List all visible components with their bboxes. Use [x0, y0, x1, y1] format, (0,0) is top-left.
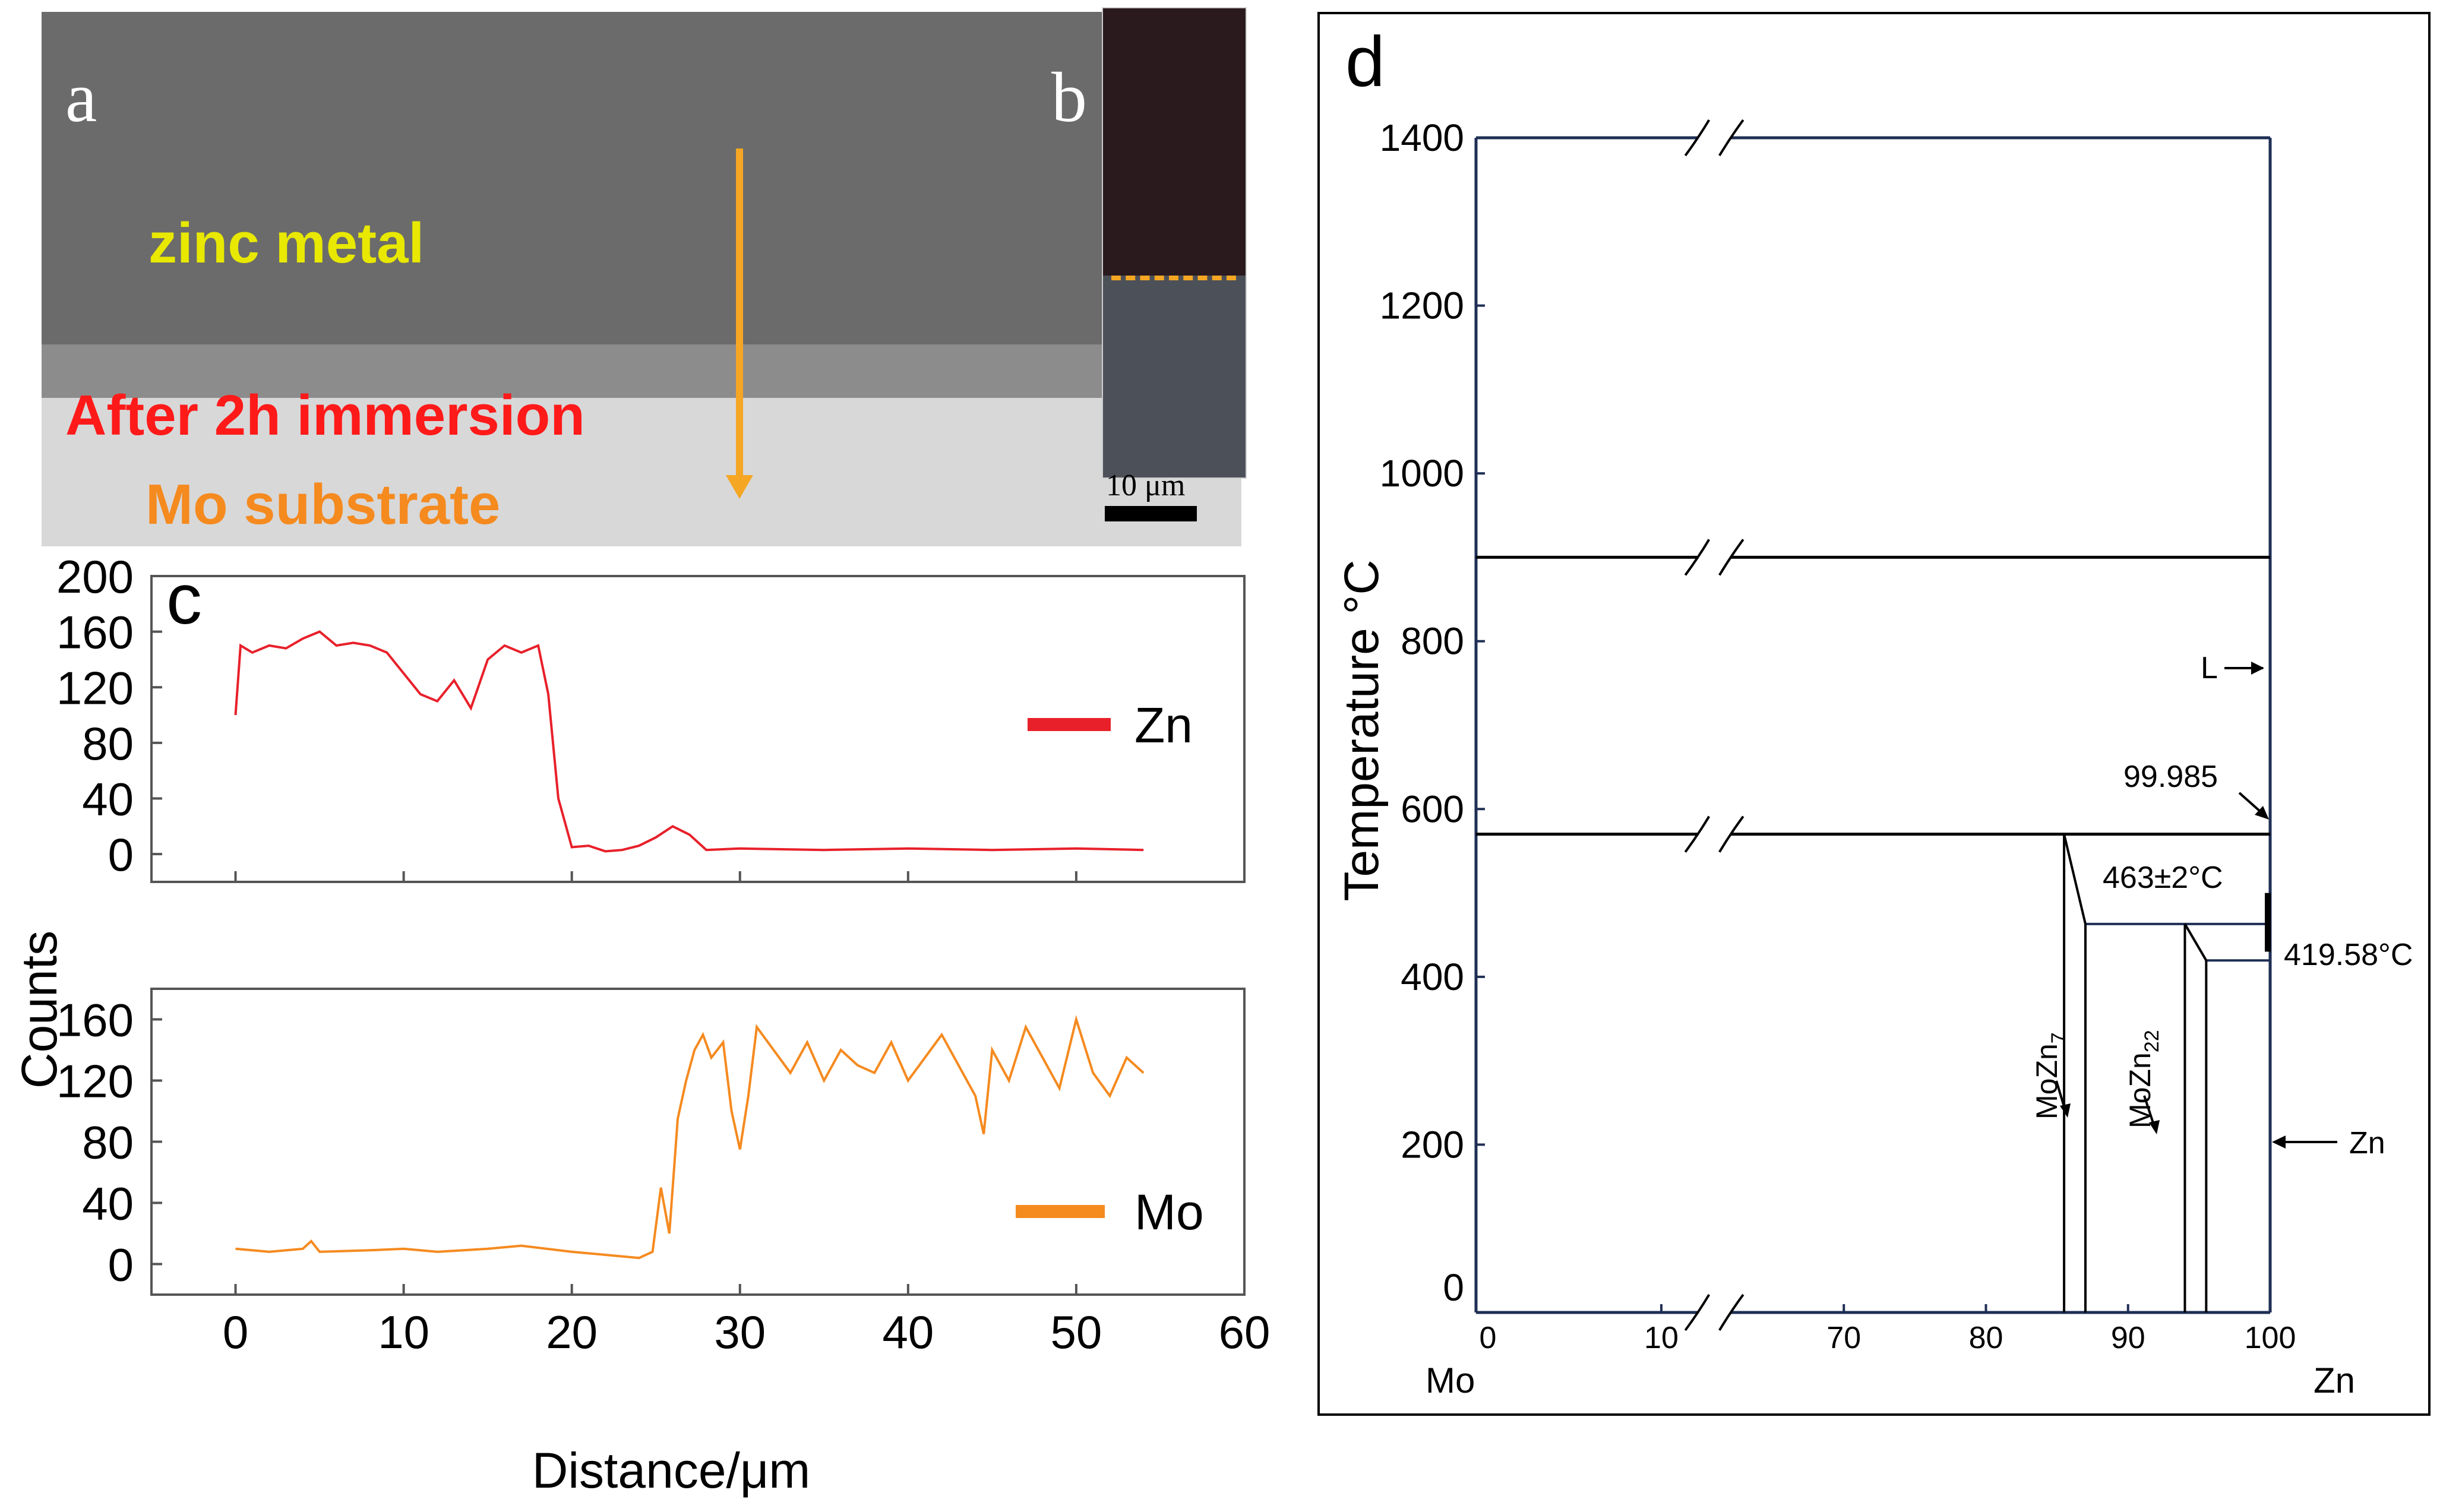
x-tick-label: 70: [1826, 1321, 1861, 1355]
y-tick-label: 0: [1443, 1266, 1464, 1309]
y-tick-label: 80: [82, 1116, 134, 1169]
zn-phase-arrowhead: [2272, 1135, 2286, 1149]
distance-x-axis: 0 10 20 30 40 50 60: [223, 871, 1271, 1358]
svg-text:MoZn22: MoZn22: [2123, 1030, 2163, 1128]
mozn22-arrowhead: [2149, 1120, 2160, 1134]
zn-chart-frame: [150, 575, 1246, 883]
x-tick-label: 80: [1969, 1321, 2003, 1355]
mo-axis-label: Mo: [1426, 1361, 1475, 1400]
mo-legend-label: Mo: [1134, 1184, 1204, 1240]
y-tick-label: 600: [1401, 787, 1464, 830]
zinc-layer-region: [42, 12, 1241, 380]
immersed-section: [1103, 276, 1246, 477]
y-tick-label: 80: [82, 717, 134, 770]
scale-bar: [1105, 506, 1197, 521]
mozn7-label: MoZn7: [2030, 1032, 2070, 1119]
panel-letter-d: d: [1345, 22, 1385, 102]
zn-phase-label: Zn: [2349, 1126, 2385, 1160]
y-tick-label: 1400: [1380, 116, 1464, 159]
y-tick-label: 40: [82, 773, 134, 825]
peritectic-temp-label: 463±2°C: [2103, 861, 2223, 895]
y-tick-label: 200: [1401, 1123, 1464, 1166]
mozn22-label: MoZn22: [2123, 1030, 2163, 1128]
y-tick-label: 0: [108, 828, 134, 881]
y-axis-label: Counts: [11, 931, 67, 1089]
zn-legend-label: Zn: [1134, 697, 1193, 753]
zn-axis-label: Zn: [2314, 1361, 2355, 1400]
mo-substrate-region: [42, 398, 1241, 546]
x-axis-label: Distance/μm: [532, 1443, 811, 1498]
x-tick-label: 40: [882, 1306, 934, 1358]
zn-series-line: [234, 630, 1144, 853]
phase-line: [2183, 923, 2208, 961]
x-tick-label: 0: [223, 1306, 248, 1358]
svg-text:MoZn7: MoZn7: [2030, 1032, 2070, 1119]
eutectic-arrowhead: [2255, 806, 2269, 820]
liquid-arrowhead: [2251, 662, 2264, 675]
micrograph-panel: [42, 12, 1241, 546]
x-tick-label: 90: [2111, 1321, 2145, 1355]
x-tick-label: 50: [1051, 1306, 1102, 1358]
zn-melting-label: 419.58°C: [2284, 938, 2413, 972]
panel-letter-b: b: [1051, 58, 1087, 137]
y-tick-label: 120: [56, 1055, 134, 1108]
panel-letter-a: a: [65, 58, 97, 137]
y-tick-label: 1200: [1380, 284, 1464, 327]
axis-break-mark: [1718, 1293, 1744, 1331]
scale-bar-label: 10 μm: [1106, 469, 1186, 502]
y-tick-label: 200: [56, 551, 134, 603]
x-tick-label: 10: [1644, 1321, 1679, 1355]
x-tick-label: 30: [714, 1306, 766, 1358]
x-tick-label: 0: [1480, 1321, 1497, 1355]
phase-line: [2063, 834, 2087, 925]
immersion-line: [1111, 276, 1236, 280]
y-tick-label: 400: [1401, 956, 1464, 998]
phase-diagram-axes: [1474, 119, 2272, 1331]
y-tick-label: 160: [56, 994, 134, 1046]
y-tick-label: 120: [56, 662, 134, 714]
x-tick-label: 60: [1219, 1306, 1271, 1358]
y-tick-label: 160: [56, 606, 134, 659]
y-tick-label: 800: [1401, 620, 1464, 663]
x-tick-label: 20: [546, 1306, 598, 1358]
liquid-label: L: [2201, 651, 2218, 685]
x-tick-label: 100: [2245, 1321, 2296, 1355]
after-immersion-label: After 2h immersion: [65, 384, 585, 447]
axis-break-mark: [1684, 1293, 1711, 1331]
y-tick-label: 1000: [1380, 452, 1464, 495]
mozn7-arrowhead: [2060, 1103, 2071, 1118]
zinc-metal-label: zinc metal: [148, 211, 425, 275]
phase-diagram: d Temperature °C 02004006008001000120014…: [1317, 12, 2431, 1416]
axis-break-mark: [1684, 119, 1711, 157]
sample-photo: [1102, 7, 1247, 479]
panel-d-frame: [1317, 12, 2431, 1416]
temperature-axis-label: Temperature °C: [1335, 559, 1389, 901]
y-tick-label: 40: [82, 1178, 134, 1230]
mo-y-axis: 0 40 80 120 160: [56, 994, 162, 1291]
eutectic-composition-label: 99.985: [2123, 760, 2218, 794]
phase-boundaries: [1476, 555, 2271, 1312]
y-tick-label: 0: [108, 1239, 134, 1291]
x-tick-label: 10: [378, 1306, 429, 1358]
phase-diagram-ticks: 0 200 400 600 800 1000 1200 1400 0 10 70 80 90 100: [1380, 116, 2296, 1355]
mo-substrate-label: Mo substrate: [146, 473, 501, 536]
mo-series-line: [235, 1015, 1145, 1260]
panel-letter-c: c: [166, 559, 202, 639]
line-scan-arrow: [726, 148, 753, 499]
axis-break-mark: [1718, 119, 1744, 157]
